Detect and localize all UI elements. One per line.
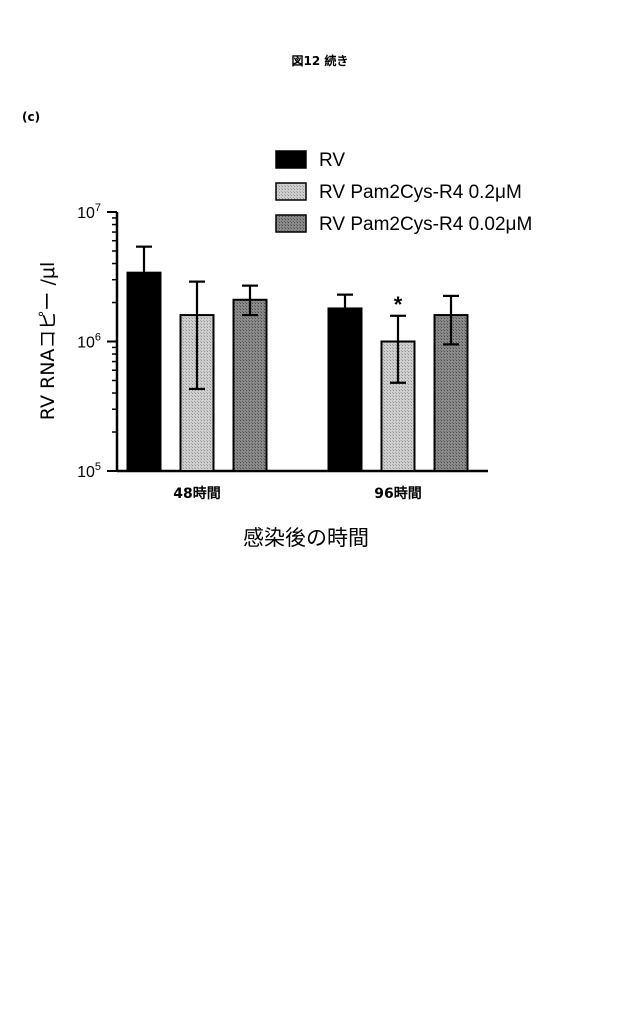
bar-3-1 xyxy=(234,300,267,471)
legend-swatch-1 xyxy=(276,151,306,168)
axes xyxy=(117,212,488,471)
y-tick-label: 105 xyxy=(77,461,101,481)
x-tick-labels: 48時間 96時間 xyxy=(173,485,421,502)
bar-1-1 xyxy=(128,273,161,471)
legend-label-3: RV Pam2Cys-R4 0.02μM xyxy=(319,214,532,235)
legend-label-1: RV xyxy=(319,150,345,171)
y-tick-label: 107 xyxy=(77,202,101,222)
y-axis-label: RV RNAコピー /μl xyxy=(37,262,59,420)
x-tick-label: 96時間 xyxy=(374,485,421,502)
legend-swatch-3 xyxy=(276,215,306,232)
legend-label-2: RV Pam2Cys-R4 0.2μM xyxy=(319,182,522,203)
bar-1-2 xyxy=(329,308,362,471)
x-axis-label: 感染後の時間 xyxy=(243,526,369,550)
legend: RV RV Pam2Cys-R4 0.2μM RV Pam2Cys-R4 0.02μ… xyxy=(276,150,532,235)
bars: * xyxy=(128,247,468,471)
x-tick-label: 48時間 xyxy=(173,485,220,502)
legend-swatch-2 xyxy=(276,183,306,200)
y-ticks: 105 106 107 xyxy=(77,202,117,481)
significance-marker: * xyxy=(394,292,403,317)
y-tick-label: 106 xyxy=(77,332,101,352)
